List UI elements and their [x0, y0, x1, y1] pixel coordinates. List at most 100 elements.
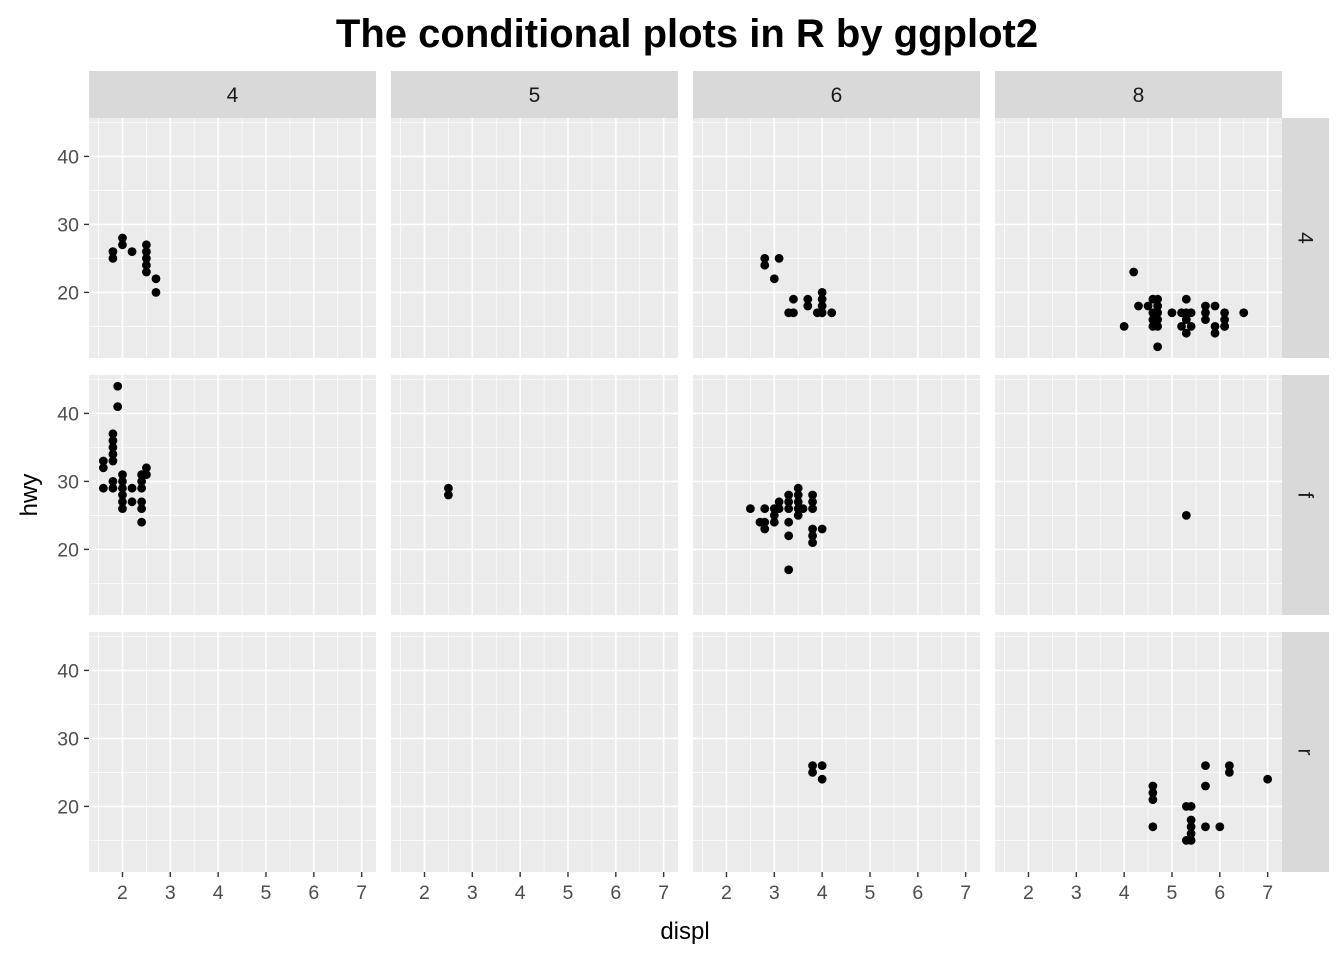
data-point [1201, 301, 1210, 311]
data-point [108, 254, 118, 263]
data-point [1148, 822, 1158, 832]
data-point [769, 511, 779, 520]
data-point [1186, 321, 1196, 331]
x-tick-label: 7 [1262, 882, 1273, 904]
x-tick-label: 6 [610, 882, 621, 904]
data-point [1220, 308, 1229, 318]
strip-col-label: 5 [529, 84, 541, 107]
data-point [113, 381, 123, 391]
strip-row-f [1282, 375, 1329, 615]
data-point [137, 477, 147, 486]
x-tick-label: 2 [721, 882, 732, 904]
x-tick-label: 2 [117, 882, 128, 904]
y-tick-label: 30 [57, 214, 79, 236]
strip-col-8 [995, 71, 1282, 118]
panel-background [995, 632, 1282, 872]
strip-col-label: 8 [1133, 84, 1145, 107]
panel-f-4 [89, 375, 376, 615]
x-tick-label: 7 [356, 882, 367, 904]
y-tick-label: 30 [57, 728, 79, 750]
x-tick-label: 4 [817, 882, 828, 904]
data-point [98, 456, 108, 466]
x-tick-label: 2 [1023, 882, 1034, 904]
data-point [817, 774, 827, 784]
data-point [108, 443, 118, 452]
data-point [137, 497, 147, 507]
data-point [1220, 321, 1229, 331]
data-point [789, 294, 798, 304]
data-point [784, 504, 794, 513]
x-tick-label: 3 [165, 882, 176, 904]
data-point [793, 497, 803, 507]
x-tick-label: 4 [213, 882, 224, 904]
data-point [1153, 315, 1163, 324]
data-point [1143, 301, 1153, 311]
x-tick-label: 3 [467, 882, 478, 904]
x-tick-label: 7 [960, 882, 971, 904]
data-point [1186, 835, 1196, 845]
panel-r-5 [391, 632, 678, 872]
y-tick-label: 30 [57, 471, 79, 493]
data-point [784, 531, 794, 541]
panel-4-4 [89, 118, 376, 358]
panel-4-5 [391, 118, 678, 358]
data-point [793, 490, 803, 500]
strip-row-label: 4 [1294, 232, 1317, 244]
strip-col-6 [693, 71, 980, 118]
x-tick-label: 4 [515, 882, 526, 904]
data-point [817, 301, 827, 311]
chart-title: The conditional plots in R by ggplot2 [336, 12, 1038, 56]
y-tick-label: 40 [57, 146, 79, 168]
data-point [1186, 822, 1196, 832]
data-point [1148, 795, 1158, 804]
data-point [774, 497, 784, 507]
data-point [746, 504, 755, 513]
data-point [1119, 321, 1129, 331]
data-point [808, 490, 817, 500]
data-point [784, 490, 794, 500]
strip-row-label: r [1294, 749, 1317, 756]
data-point [1134, 301, 1143, 311]
data-point [118, 477, 127, 486]
data-point [817, 294, 827, 304]
data-point [808, 531, 817, 541]
data-point [803, 301, 813, 311]
data-point [1220, 315, 1229, 324]
y-axis-title: hwy [16, 474, 43, 517]
data-point [808, 497, 817, 507]
data-point [142, 267, 151, 277]
data-point [1210, 328, 1220, 338]
data-point [108, 429, 118, 439]
data-point [1186, 815, 1196, 825]
y-tick-label: 20 [57, 282, 79, 304]
panel-background [995, 375, 1282, 615]
data-point [1186, 801, 1196, 811]
data-point [784, 497, 794, 507]
data-point [1186, 829, 1196, 838]
data-point [108, 456, 118, 466]
data-point [1167, 308, 1177, 318]
panel-f-5 [391, 375, 678, 615]
data-point [1263, 774, 1273, 784]
data-point [1148, 788, 1158, 798]
strip-row-4 [1282, 118, 1329, 358]
data-point [151, 274, 161, 284]
data-point [1210, 321, 1220, 331]
data-point [793, 511, 803, 520]
data-point [98, 463, 108, 473]
data-point [760, 517, 770, 527]
x-tick-label: 2 [419, 882, 430, 904]
x-tick-label: 5 [563, 882, 574, 904]
data-point [769, 517, 779, 527]
panel-r-6 [693, 632, 980, 872]
panel-background [391, 632, 678, 872]
x-tick-label: 3 [769, 882, 780, 904]
x-tick-label: 6 [1214, 882, 1225, 904]
data-point [1181, 315, 1191, 324]
data-point [142, 260, 151, 270]
data-point [98, 483, 108, 493]
data-point [137, 504, 147, 513]
data-point [1201, 822, 1210, 832]
data-point [769, 274, 779, 284]
data-point [1181, 294, 1191, 304]
